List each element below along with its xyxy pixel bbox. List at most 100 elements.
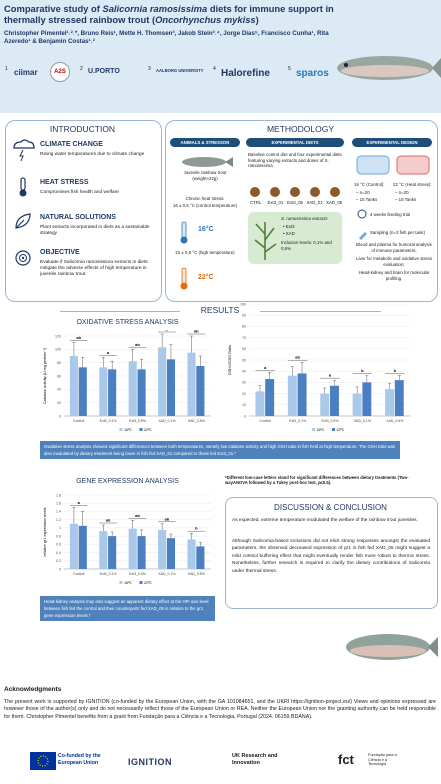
- bar: [352, 393, 362, 416]
- item-title: CLIMATE CHANGE: [40, 141, 103, 148]
- logo-number: 5: [288, 66, 291, 72]
- bar: [99, 531, 108, 569]
- text: Blood and plasma for humoral analysis of…: [356, 242, 432, 253]
- y-axis-label: Catalase activity (U mg protein⁻¹): [43, 347, 47, 404]
- x-tick-label: Ext3_0.5%: [129, 572, 146, 576]
- bar: [385, 389, 395, 416]
- y-tick-label: 40: [242, 370, 246, 374]
- legend-swatch: [119, 428, 123, 431]
- column-header: EXPERIMENTAL DESIGN: [352, 138, 432, 147]
- y-tick-label: 60: [242, 347, 246, 351]
- y-tick-label: 60: [57, 374, 61, 378]
- bar: [394, 380, 404, 416]
- text: – n=20: [356, 190, 370, 195]
- y-tick-label: 30: [242, 381, 246, 385]
- significance-letter: a: [329, 373, 332, 378]
- x-tick-label: Control: [260, 419, 272, 423]
- y-axis-label: GSH/GSSG Ratio: [228, 345, 232, 375]
- results-note: Head-kidney analysis may also suggest an…: [40, 596, 215, 621]
- methodology-box: [165, 120, 438, 302]
- text: Head-kidney and brain for molecular prof…: [358, 270, 430, 281]
- y-tick-label: 0: [59, 414, 61, 418]
- bar: [255, 391, 265, 416]
- y-tick-label: 0: [244, 414, 246, 418]
- animals-graphics: [180, 157, 233, 290]
- temperature-badge: 16°C: [198, 226, 214, 233]
- fish-belly: [341, 65, 429, 77]
- y-tick-label: 50: [242, 358, 246, 362]
- y-tick-label: 120: [55, 334, 61, 338]
- legend-swatch: [332, 428, 335, 431]
- bar: [137, 536, 146, 569]
- x-tick-label: XAD_0.1%: [158, 419, 175, 423]
- x-tick-label: Ext3_0.1%: [289, 419, 306, 423]
- significance-letter: ab: [135, 513, 140, 518]
- extracts-box: [248, 212, 342, 264]
- bar: [196, 366, 205, 416]
- bar: [69, 523, 78, 569]
- logo-number: 3: [148, 66, 151, 72]
- design-icons: [357, 209, 367, 240]
- bar: [362, 382, 372, 416]
- text: Sampling (n=3 fish per tank): [370, 230, 426, 235]
- diet-label: Ext3_01: [267, 200, 284, 205]
- logo: ciimar: [14, 68, 38, 77]
- ack-heading: Acknowledgments: [4, 686, 62, 693]
- title-segment: Salicornia ramosissima: [102, 3, 208, 14]
- title-segment: Oncorhynchus mykiss: [155, 14, 256, 25]
- bar: [287, 375, 297, 416]
- cloud-icon: [13, 139, 35, 149]
- footer-logo: Co-funded by the European Union: [58, 753, 101, 766]
- footer-logo: fct: [338, 752, 354, 767]
- x-tick-label: Ext3_0.1%: [100, 572, 117, 576]
- column-header: EXPERIMENTAL DIETS: [246, 138, 344, 147]
- x-tick-label: Ext3_0.5%: [322, 419, 339, 423]
- title-segment: Comparative study of: [4, 3, 103, 14]
- item-title: OBJECTIVE: [40, 249, 80, 256]
- logo: AALBORG UNIVERSITY: [156, 68, 204, 73]
- bar: [108, 536, 117, 569]
- stars: [37, 755, 49, 767]
- bar: [69, 356, 78, 416]
- text: 22 ± 0,5 °C (high temperature): [175, 250, 235, 255]
- fish-eye: [344, 63, 348, 67]
- intro-item: OBJECTIVE Evaluate if Salicornia ramosis…: [40, 249, 155, 278]
- column-header: ANIMALS & STRESSOR: [170, 138, 240, 147]
- y-tick-label: 1.8: [56, 493, 61, 497]
- text: Liver for metabolic and oxidative stress…: [356, 256, 432, 267]
- significance-letter: b: [166, 330, 169, 332]
- x-tick-label: XAD_0.1%: [158, 572, 175, 576]
- header-band: [0, 0, 441, 113]
- footer-logo: UK Research and Innovation: [232, 753, 278, 766]
- significance-letter: a: [78, 500, 81, 505]
- intro-item: NATURAL SOLUTIONS Plant extracts incorpo…: [40, 214, 155, 237]
- bar: [158, 347, 167, 416]
- bar: [187, 539, 196, 569]
- results-note: Oxidative stress analysis showed signifi…: [40, 441, 400, 459]
- legend-swatch: [139, 428, 143, 431]
- significance-letter: b: [361, 368, 364, 373]
- y-tick-label: 90: [242, 314, 246, 318]
- significance-letter: b: [195, 526, 198, 531]
- text: Inclusion levels: 0,1% and 0,5%: [281, 240, 332, 251]
- bar: [320, 393, 330, 416]
- text: Baseline control diet and four experimen…: [248, 152, 342, 169]
- item-text: Compromises fish health and welfare: [40, 190, 119, 195]
- intro-item: CLIMATE CHANGE Rising water temperatures…: [40, 141, 155, 158]
- leaf-icon: [15, 213, 31, 229]
- diet-label: CTRL: [250, 200, 262, 205]
- significance-letter: ab: [76, 335, 81, 340]
- legend-label: 16ºC: [124, 581, 132, 585]
- logo-number: 2: [80, 66, 83, 72]
- thermometer-cold: [181, 221, 187, 239]
- pellet: [290, 187, 300, 197]
- plant-stems: [254, 222, 277, 260]
- clock-icon: [357, 209, 367, 219]
- introduction-box: [5, 120, 162, 302]
- section-heading: METHODOLOGY: [266, 124, 335, 134]
- y-tick-label: 80: [242, 325, 246, 329]
- significance-letter: ab: [106, 518, 111, 523]
- bar: [137, 369, 146, 416]
- thermometer-bulb: [180, 282, 188, 290]
